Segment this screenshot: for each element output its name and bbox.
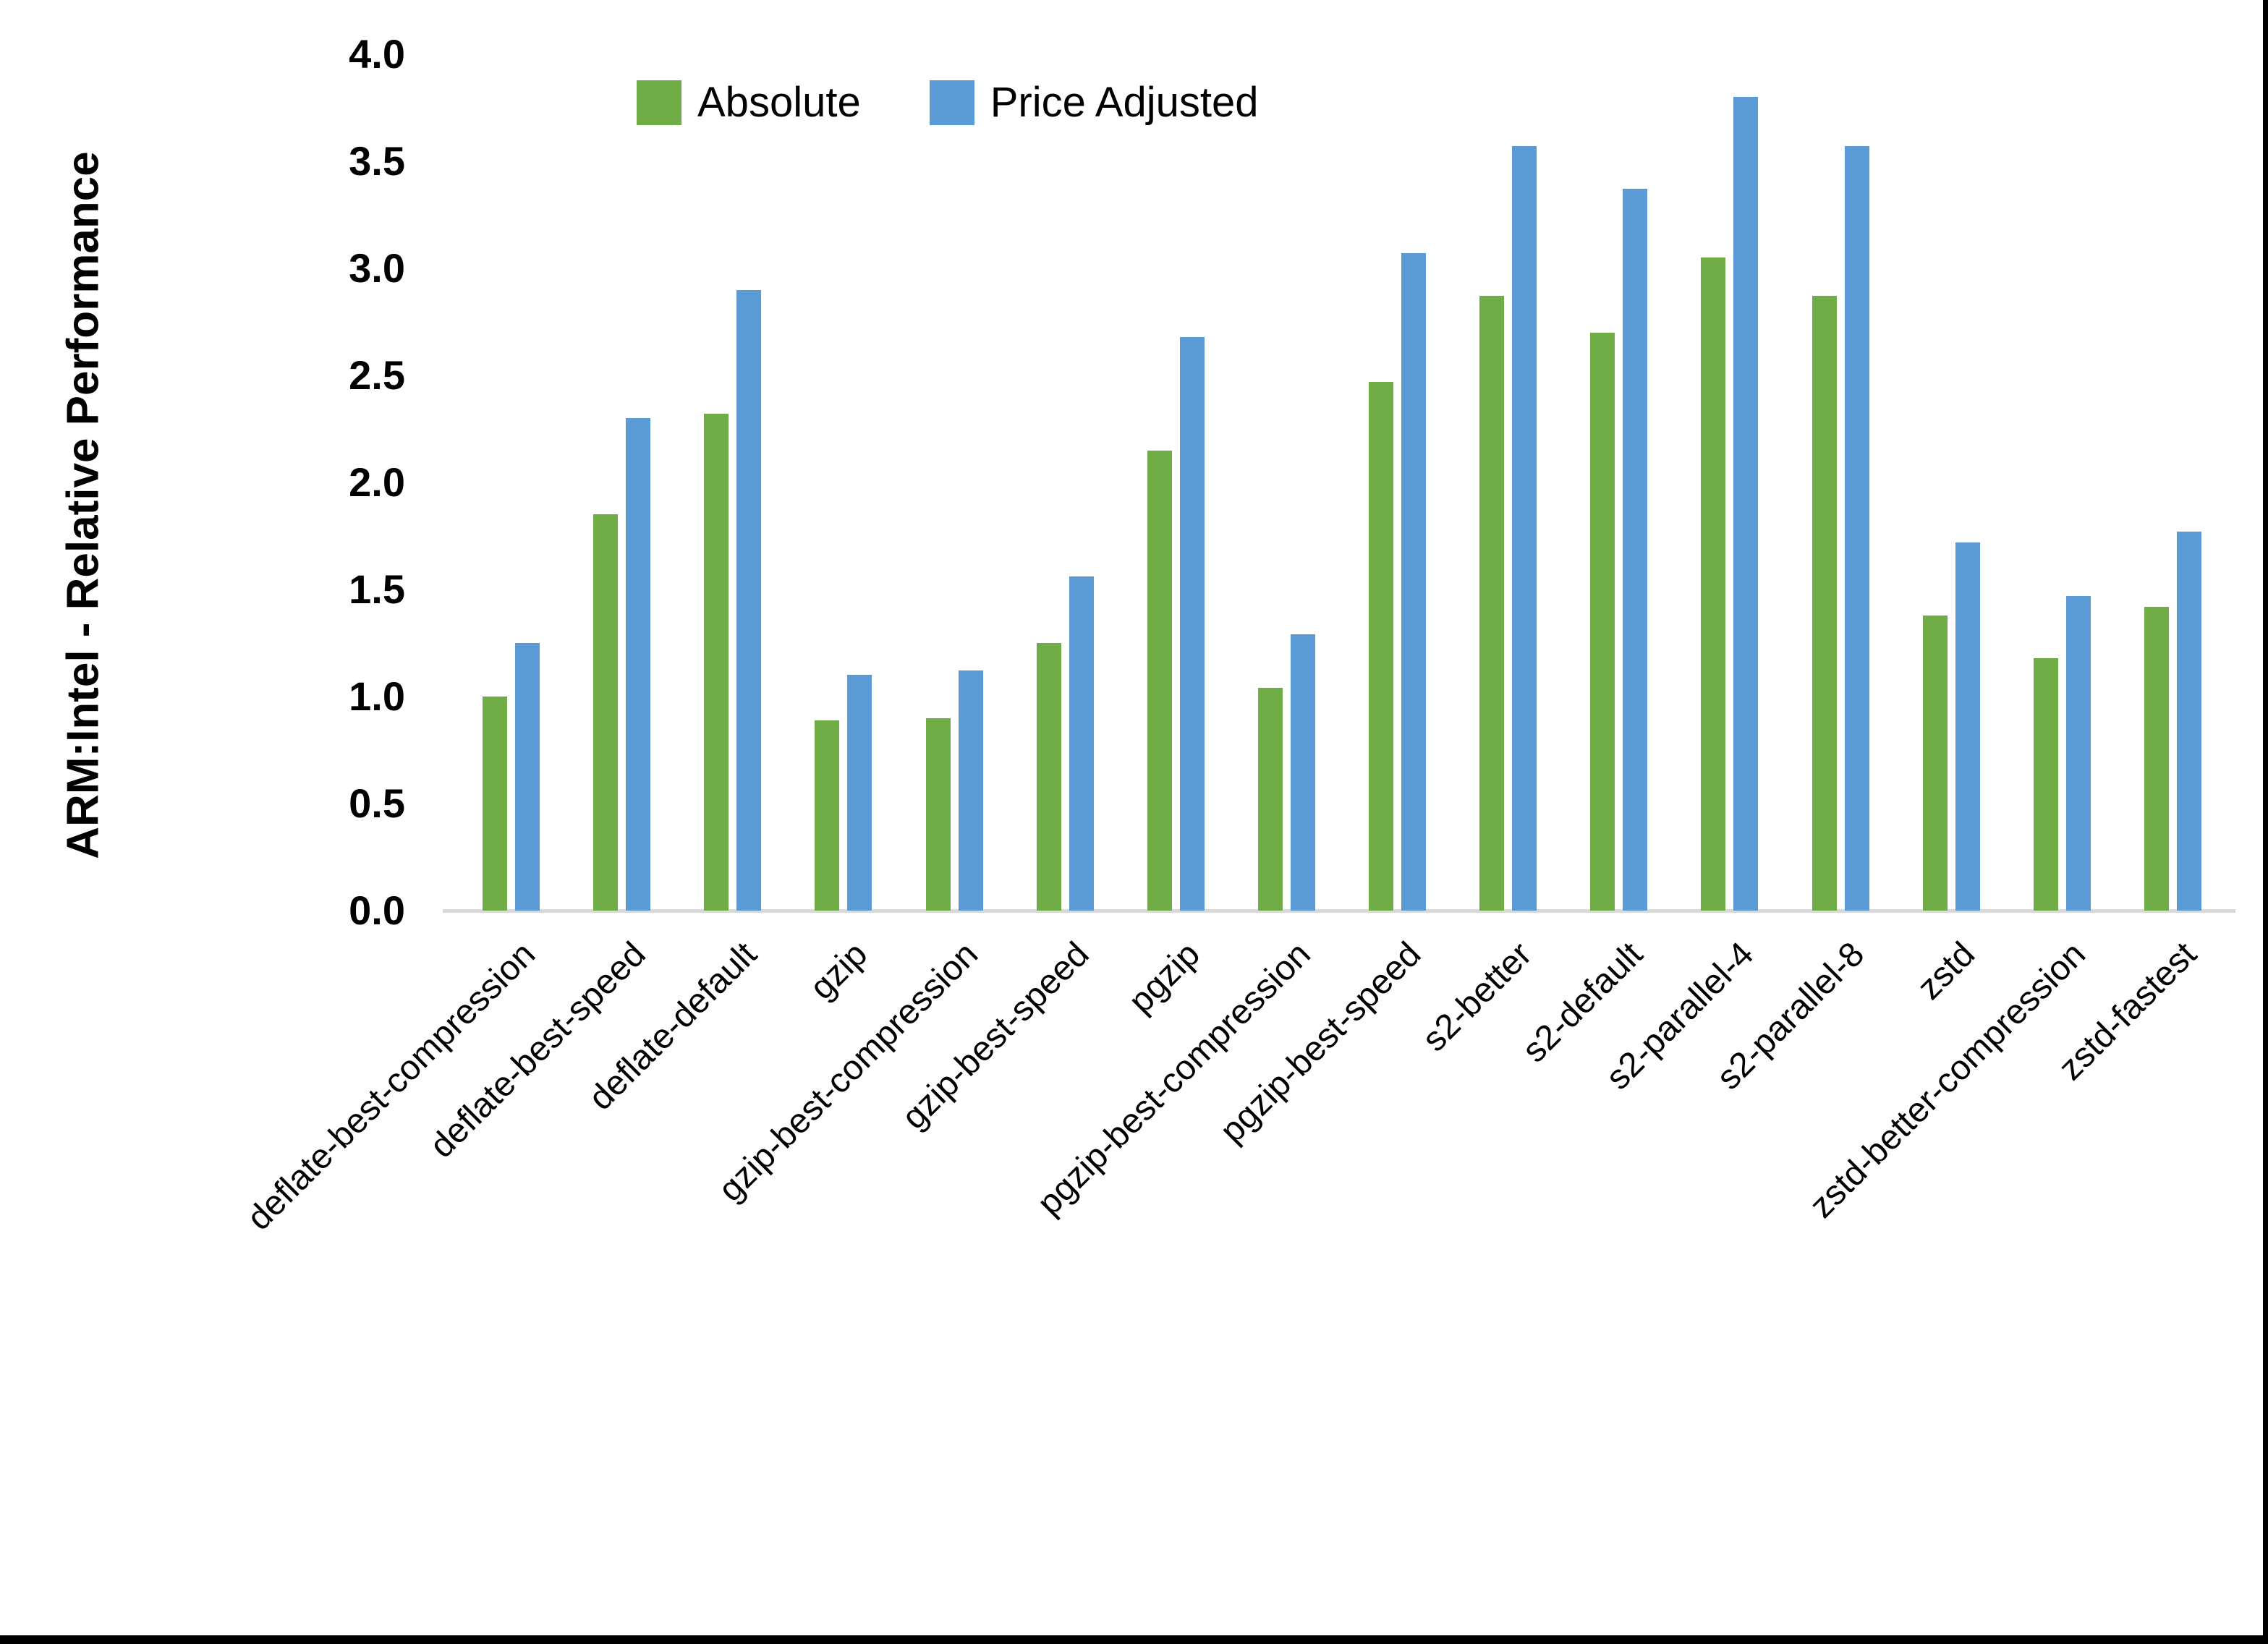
bar-price-adjusted-zstd-fastest — [2176, 532, 2201, 911]
y-tick-label: 1.5 — [349, 566, 405, 612]
y-tick-label: 0.5 — [349, 780, 405, 826]
bar-price-adjusted-zstd-better-compression — [2065, 595, 2091, 911]
plot-area — [456, 54, 2228, 911]
y-tick-label: 2.5 — [349, 352, 405, 398]
x-axis-label-gzip: gzip — [802, 934, 875, 1008]
bar-price-adjusted-s2-default — [1623, 189, 1648, 911]
y-tick-label: 2.0 — [349, 459, 405, 505]
legend: Absolute Price Adjusted — [637, 78, 1259, 127]
bar-price-adjusted-pgzip — [1179, 336, 1205, 911]
bar-price-adjusted-s2-parallel-8 — [1844, 146, 1869, 911]
bar-price-adjusted-gzip — [847, 675, 872, 911]
y-tick-label: 1.0 — [349, 673, 405, 719]
bar-absolute-zstd — [1922, 615, 1948, 911]
x-axis-line — [443, 909, 2235, 913]
bar-absolute-pgzip-best-speed — [1369, 381, 1394, 911]
bar-absolute-s2-parallel-4 — [1701, 257, 1726, 911]
y-axis-title: ARM:Intel - Relative Performance — [58, 151, 109, 859]
bar-price-adjusted-s2-better — [1512, 146, 1537, 911]
bar-price-adjusted-s2-parallel-4 — [1733, 97, 1759, 911]
bar-price-adjusted-pgzip-best-compression — [1290, 634, 1315, 911]
bar-absolute-deflate-default — [704, 414, 729, 911]
bar-absolute-gzip-best-compression — [925, 717, 951, 911]
legend-swatch-price-adjusted-icon — [929, 80, 974, 125]
x-axis-label-pgzip-best-speed: pgzip-best-speed — [1212, 934, 1429, 1151]
bar-absolute-gzip-best-speed — [1036, 643, 1061, 911]
bar-price-adjusted-deflate-best-speed — [626, 418, 651, 911]
bar-price-adjusted-pgzip-best-speed — [1401, 253, 1427, 911]
x-axis-label-pgzip: pgzip — [1121, 934, 1207, 1021]
y-tick-label: 4.0 — [349, 31, 405, 77]
legend-label-price-adjusted: Price Adjusted — [990, 79, 1259, 126]
legend-label-absolute: Absolute — [697, 79, 861, 126]
bar-absolute-s2-parallel-8 — [1812, 296, 1837, 911]
bar-absolute-zstd-better-compression — [2033, 657, 2058, 911]
y-tick-label: 3.5 — [349, 138, 405, 184]
bar-absolute-s2-better — [1479, 296, 1505, 911]
x-axis-label-gzip-best-speed: gzip-best-speed — [894, 934, 1097, 1137]
y-tick-label: 0.0 — [349, 887, 405, 933]
x-axis-label-deflate-best-speed: deflate-best-speed — [422, 934, 653, 1166]
bar-absolute-deflate-best-compression — [483, 697, 508, 911]
bar-absolute-pgzip-best-compression — [1257, 688, 1283, 911]
y-tick-label: 3.0 — [349, 245, 405, 291]
bar-price-adjusted-zstd — [1955, 542, 1980, 911]
bar-absolute-zstd-fastest — [2144, 606, 2169, 911]
x-axis-label-zstd: zstd — [1910, 934, 1983, 1008]
bar-absolute-deflate-best-speed — [593, 514, 619, 911]
bar-absolute-s2-default — [1590, 332, 1615, 911]
bar-absolute-pgzip — [1147, 450, 1172, 911]
bar-price-adjusted-deflate-default — [736, 289, 762, 911]
legend-swatch-absolute-icon — [637, 80, 681, 125]
legend-item-price-adjusted: Price Adjusted — [929, 78, 1259, 127]
legend-item-absolute: Absolute — [637, 78, 861, 127]
bar-absolute-gzip — [815, 720, 840, 911]
bar-price-adjusted-gzip-best-compression — [958, 670, 983, 911]
bar-price-adjusted-gzip-best-speed — [1069, 576, 1094, 911]
bar-price-adjusted-deflate-best-compression — [515, 643, 540, 911]
